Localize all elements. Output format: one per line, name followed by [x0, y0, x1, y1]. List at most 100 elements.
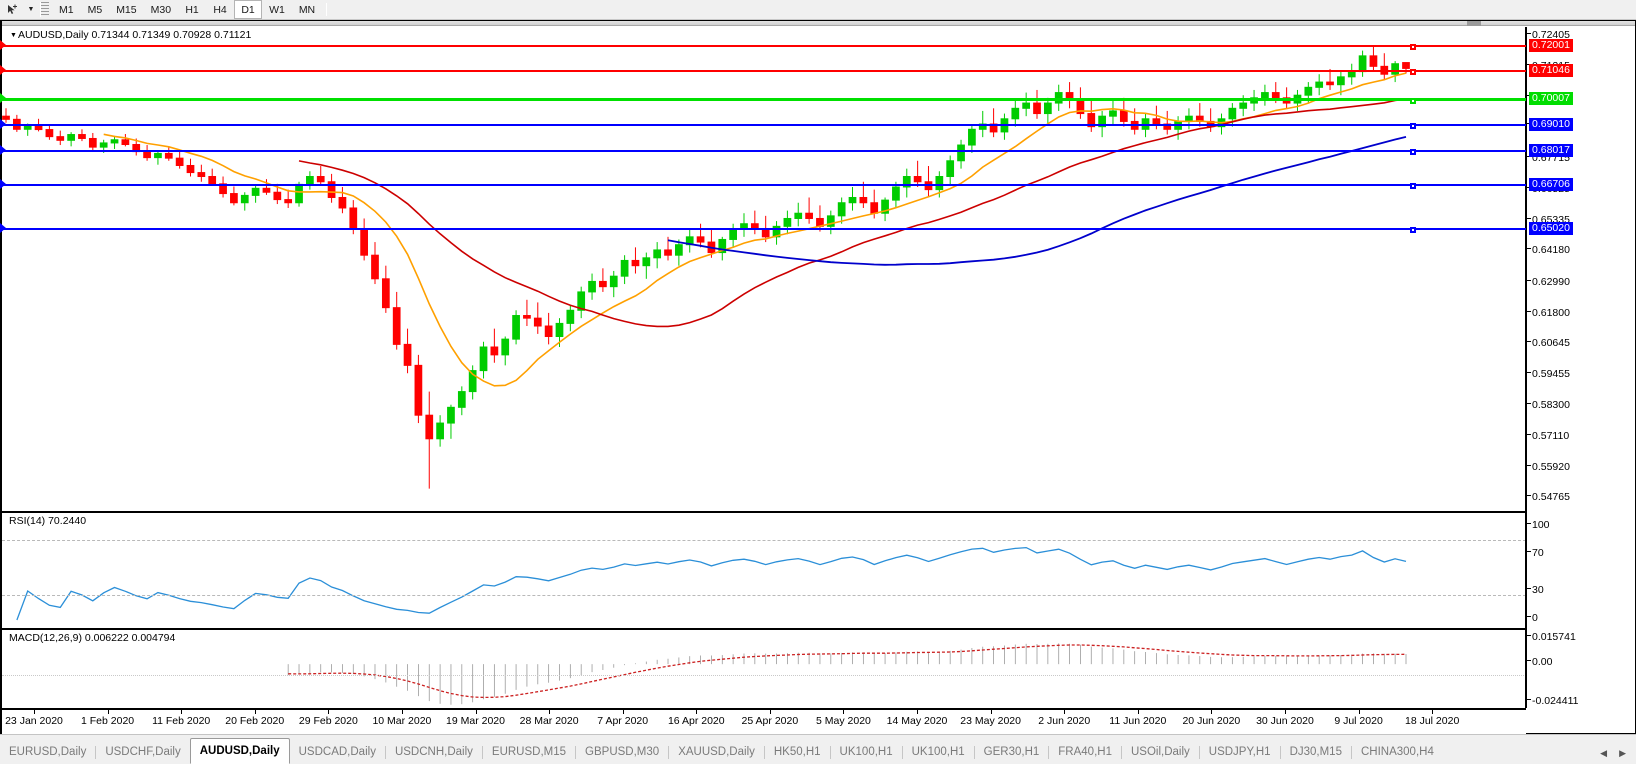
chart-tab-ger30-h1[interactable]: GER30,H1 [983, 746, 1040, 758]
timeframe-button-mn[interactable]: MN [298, 3, 316, 16]
chart-tab-china300-h4[interactable]: CHINA300,H4 [1360, 746, 1434, 758]
level-edge-arrow-icon [0, 92, 6, 103]
timeframe-buttons: M1 M5 M15 M30 H1 H4 D1 W1 MN [52, 0, 322, 19]
time-axis-label: 23 Jan 2020 [5, 715, 63, 727]
level-anchor-icon[interactable] [1410, 122, 1416, 129]
time-axis-tick [328, 710, 330, 714]
chart-tabbar: EURUSD,Daily USDCHF,Daily AUDUSD,Daily USDC… [0, 734, 1636, 764]
chevron-left-icon[interactable]: ◀ [1600, 748, 1608, 758]
time-axis-label: 5 May 2020 [816, 715, 871, 727]
level-line-0.66706[interactable] [2, 183, 1526, 190]
level-anchor-icon[interactable] [1410, 183, 1416, 190]
timeframe-button-h4[interactable]: H4 [213, 3, 227, 16]
chart-tab-eurusd-daily[interactable]: EURUSD,Daily [9, 746, 87, 758]
tab-divider [384, 746, 386, 759]
time-axis-tick [549, 710, 551, 714]
time-axis-label: 20 Feb 2020 [225, 715, 285, 727]
level-edge-arrow-icon [0, 144, 6, 155]
chart-tab-usdchf-daily[interactable]: USDCHF,Daily [105, 746, 181, 758]
chevron-down-icon[interactable]: ▼ [10, 32, 17, 39]
chart-tab-usdjpy-h1[interactable]: USDJPY,H1 [1208, 746, 1271, 758]
time-axis-tick [107, 710, 109, 714]
time-axis-label: 25 Apr 2020 [741, 715, 799, 727]
tab-divider [901, 746, 903, 759]
time-axis-tick [917, 710, 919, 714]
time-axis-label: 29 Feb 2020 [298, 715, 358, 727]
horizontal-scrollbar[interactable] [2, 21, 1635, 26]
price-tick-label: 0.57110 [1527, 430, 1569, 442]
tab-divider [1350, 746, 1352, 759]
time-axis-tick [475, 710, 477, 714]
chart-tab-usdcad-daily[interactable]: USDCAD,Daily [298, 746, 376, 758]
scrollbar-thumb[interactable] [1467, 21, 1481, 26]
macd-pane[interactable]: MACD(12,26,9) 0.006222 0.004794 [2, 628, 1526, 708]
chart-tab-xauusd-daily[interactable]: XAUUSD,Daily [678, 746, 755, 758]
level-anchor-icon[interactable] [1410, 227, 1416, 234]
timeframe-button-m5[interactable]: M5 [87, 3, 103, 16]
level-line-0.65020[interactable] [2, 227, 1526, 234]
timeframe-button-d1[interactable]: D1 [234, 0, 263, 19]
level-line-0.68017[interactable] [2, 148, 1526, 155]
time-axis-tick [696, 710, 698, 714]
price-tick-label: 0.60645 [1527, 338, 1570, 349]
chart-tab-hk50-h1[interactable]: HK50,H1 [773, 746, 821, 758]
price-level-badge-0.71046[interactable]: 0.71046 [1529, 64, 1573, 78]
chart-tab-usdcnh-daily[interactable]: USDCNH,Daily [394, 746, 473, 758]
time-axis-label: 28 Mar 2020 [519, 715, 579, 727]
chart-tab-audusd-daily[interactable]: AUDUSD,Daily [189, 738, 290, 764]
tab-divider [95, 746, 97, 759]
time-axis-label: 7 Apr 2020 [597, 715, 649, 727]
price-level-badge-0.68017[interactable]: 0.68017 [1529, 143, 1573, 157]
rsi-scale-label: 70 [1527, 547, 1544, 559]
rsi-pane[interactable]: RSI(14) 70.2440 [2, 511, 1526, 626]
rsi-scale-label: 0 [1527, 613, 1538, 624]
time-axis-tick [1284, 710, 1286, 714]
price-level-badge-0.70007[interactable]: 0.70007 [1529, 91, 1573, 105]
rsi-oversold-line [2, 595, 1526, 596]
chart-window[interactable]: ▼AUDUSD,Daily 0.71344 0.71349 0.70928 0.… [0, 20, 1636, 734]
timeframe-button-m15[interactable]: M15 [116, 3, 137, 16]
level-line-0.71046[interactable] [2, 69, 1526, 76]
level-line-0.72001[interactable] [2, 44, 1526, 51]
level-line-0.70007[interactable] [2, 97, 1526, 104]
chart-tab-dj30-m15[interactable]: DJ30,M15 [1289, 746, 1342, 758]
time-axis-tick [181, 710, 183, 714]
level-edge-arrow-icon [0, 179, 6, 190]
macd-chart-canvas [287, 643, 1407, 705]
price-scale[interactable]: 0.724050.712150.700250.689700.677150.665… [1525, 27, 1635, 708]
tab-divider [668, 746, 670, 759]
time-axis: 23 Jan 2020 1 Feb 2020 11 Feb 2020 20 Feb 2… [2, 708, 1526, 734]
chart-tab-usoil-daily[interactable]: USOil,Daily [1130, 746, 1190, 758]
chart-tab-uk100-h1[interactable]: UK100,H1 [839, 746, 893, 758]
price-tick-label: 0.62990 [1527, 276, 1570, 288]
timeframe-button-m1[interactable]: M1 [59, 3, 74, 16]
price-level-badge-0.65020[interactable]: 0.65020 [1529, 222, 1573, 236]
timeframe-button-h1[interactable]: H1 [185, 3, 199, 16]
chart-tab-fra40-h1[interactable]: FRA40,H1 [1058, 746, 1112, 758]
rsi-label: RSI(14) 70.2440 [8, 515, 88, 527]
price-level-badge-0.69010[interactable]: 0.69010 [1529, 117, 1573, 131]
level-edge-arrow-icon [0, 65, 6, 76]
level-anchor-icon[interactable] [1410, 97, 1416, 104]
price-tick-label: 0.59455 [1527, 369, 1570, 380]
chevron-down-icon[interactable]: ▼ [27, 6, 35, 13]
chart-tab-uk100-h1[interactable]: UK100,H1 [911, 746, 965, 758]
price-tick-label: 0.65335 [1527, 215, 1570, 226]
timeframe-button-m30[interactable]: M30 [150, 3, 172, 16]
timeframe-button-w1[interactable]: W1 [269, 3, 285, 16]
chart-tab-eurusd-m15[interactable]: EURUSD,M15 [491, 746, 567, 758]
price-level-badge-0.66706[interactable]: 0.66706 [1529, 178, 1573, 192]
drag-handle-icon[interactable] [40, 2, 49, 17]
macd-zero-line [2, 675, 1526, 676]
price-level-badge-0.72001[interactable]: 0.72001 [1529, 39, 1573, 53]
crosshair-cursor-icon[interactable] [0, 0, 24, 19]
time-axis-tick [769, 710, 771, 714]
level-anchor-icon[interactable] [1410, 69, 1416, 76]
chevron-right-icon[interactable]: ▶ [1619, 748, 1626, 758]
time-axis-label: 11 Feb 2020 [152, 715, 211, 727]
level-anchor-icon[interactable] [1410, 44, 1416, 51]
level-anchor-icon[interactable] [1410, 148, 1416, 155]
level-line-0.69010[interactable] [2, 122, 1526, 129]
tab-divider [973, 746, 975, 759]
chart-tab-gbpusd-m30[interactable]: GBPUSD,M30 [585, 746, 660, 758]
